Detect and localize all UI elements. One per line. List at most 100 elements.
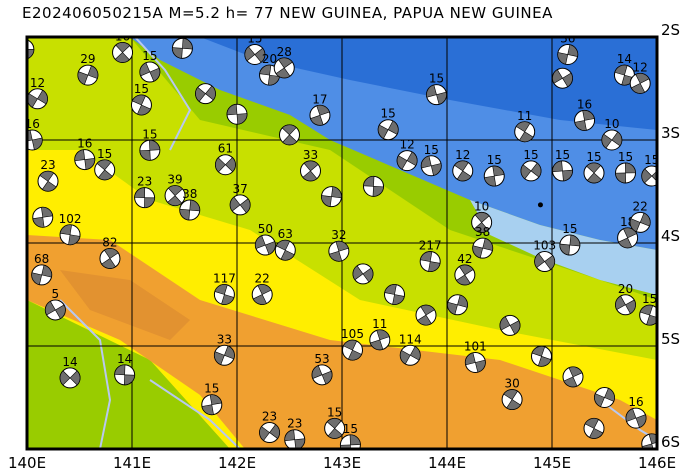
event-depth-label: 15	[381, 107, 396, 121]
beachball-icon[interactable]	[244, 44, 266, 66]
beachball-icon[interactable]	[339, 434, 361, 455]
beachball-icon[interactable]	[384, 284, 405, 305]
beachball-icon[interactable]	[201, 394, 223, 416]
beachball-icon[interactable]	[27, 88, 48, 110]
beachball-icon[interactable]	[415, 304, 437, 326]
event-depth-label: 15	[327, 405, 342, 419]
beachball-icon[interactable]	[251, 284, 273, 305]
beachball-icon[interactable]	[399, 344, 421, 366]
beachball-icon[interactable]	[514, 121, 536, 143]
event-depth-label: 50	[258, 222, 273, 236]
beachball-icon[interactable]	[214, 154, 236, 176]
beachball-icon[interactable]	[617, 227, 639, 249]
event-depth-label: 33	[303, 148, 318, 162]
beachball-icon[interactable]	[352, 263, 374, 285]
beachball-icon[interactable]	[483, 165, 505, 187]
beachball-icon[interactable]	[534, 251, 556, 273]
beachball-icon[interactable]	[94, 159, 116, 181]
beachball-icon[interactable]	[557, 44, 579, 66]
beachball-icon[interactable]	[300, 160, 321, 182]
beachball-icon[interactable]	[311, 364, 333, 386]
beachball-icon[interactable]	[259, 422, 281, 444]
beachball-icon[interactable]	[74, 149, 96, 171]
beachball-icon[interactable]	[464, 351, 486, 373]
beachball-icon[interactable]	[615, 294, 636, 316]
beachball-icon[interactable]	[562, 366, 584, 388]
beachball-icon[interactable]	[629, 72, 651, 94]
beachball-icon[interactable]	[179, 199, 201, 221]
beachball-icon[interactable]	[44, 299, 66, 321]
beachball-icon[interactable]	[139, 139, 161, 161]
beachball-icon[interactable]	[324, 417, 346, 439]
beachball-icon[interactable]	[195, 83, 216, 105]
beachball-icon[interactable]	[583, 162, 605, 184]
beachball-icon[interactable]	[134, 187, 156, 209]
lat-tick-label: 2S	[661, 21, 680, 39]
beachball-icon[interactable]	[77, 64, 99, 86]
event-depth-label: 15	[97, 147, 112, 161]
beachball-icon[interactable]	[377, 119, 399, 141]
beachball-icon[interactable]	[454, 264, 476, 286]
beachball-icon[interactable]	[601, 129, 623, 151]
beachball-icon[interactable]	[213, 284, 235, 305]
beachball-icon[interactable]	[625, 407, 647, 429]
beachball-icon[interactable]	[59, 224, 81, 246]
beachball-icon[interactable]	[279, 124, 300, 146]
beachball-icon[interactable]	[254, 234, 276, 256]
beachball-icon[interactable]	[273, 57, 295, 79]
beachball-icon[interactable]	[615, 162, 636, 184]
beachball-icon[interactable]	[363, 175, 384, 197]
beachball-icon[interactable]	[31, 264, 53, 286]
beachball-icon[interactable]	[130, 94, 152, 116]
beachball-icon[interactable]	[629, 211, 651, 233]
beachball-icon[interactable]	[99, 247, 121, 269]
beachball-icon[interactable]	[342, 339, 363, 361]
beachball-icon[interactable]	[499, 314, 521, 336]
beachball-icon[interactable]	[369, 329, 391, 351]
beachball-icon[interactable]	[171, 37, 193, 59]
beachball-icon[interactable]	[552, 67, 573, 89]
beachball-icon[interactable]	[641, 433, 662, 454]
beachball-icon[interactable]	[472, 237, 494, 259]
beachball-icon[interactable]	[139, 61, 161, 83]
axis-labels: 140E 141E 142E 143E 144E 145E 146E 2S 3S 4S 5S 6S	[8, 21, 680, 472]
beachball-icon[interactable]	[471, 211, 493, 233]
beachball-icon[interactable]	[419, 251, 441, 273]
beachball-icon[interactable]	[583, 417, 605, 439]
beachball-icon[interactable]	[37, 170, 59, 192]
beachball-icon[interactable]	[531, 345, 552, 367]
beachball-icon[interactable]	[114, 364, 136, 386]
beachball-icon[interactable]	[229, 194, 251, 216]
beachball-icon[interactable]	[164, 185, 186, 207]
beachball-icon[interactable]	[452, 160, 474, 182]
beachball-icon[interactable]	[426, 84, 447, 106]
beachball-icon[interactable]	[559, 234, 581, 256]
event-depth-label: 42	[457, 252, 472, 266]
beachball-icon[interactable]	[639, 304, 660, 326]
beachball-icon[interactable]	[594, 387, 615, 408]
beachball-icon[interactable]	[328, 240, 350, 262]
beachball-icon[interactable]	[420, 155, 442, 177]
beachball-icon[interactable]	[574, 109, 596, 131]
beachball-icon[interactable]	[274, 239, 296, 261]
event-depth-label: 10	[604, 117, 619, 131]
beachball-icon[interactable]	[22, 129, 43, 151]
beachball-icon[interactable]	[309, 104, 331, 126]
event-depth-label: 114	[399, 332, 422, 346]
beachball-icon[interactable]	[14, 39, 35, 60]
beachball-icon[interactable]	[112, 41, 134, 63]
beachball-icon[interactable]	[226, 103, 248, 125]
beachball-icon[interactable]	[213, 344, 235, 366]
beachball-icon[interactable]	[520, 160, 542, 182]
beachball-icon[interactable]	[641, 165, 662, 187]
lat-tick-label: 5S	[661, 330, 680, 348]
beachball-icon[interactable]	[321, 186, 342, 208]
beachball-icon[interactable]	[32, 206, 54, 228]
beachball-icon[interactable]	[59, 367, 81, 389]
beachball-icon[interactable]	[613, 64, 635, 86]
beachball-icon[interactable]	[501, 389, 523, 411]
beachball-icon[interactable]	[552, 160, 573, 182]
beachball-icon[interactable]	[447, 294, 468, 316]
beachball-icon[interactable]	[284, 429, 306, 450]
beachball-icon[interactable]	[396, 150, 418, 172]
